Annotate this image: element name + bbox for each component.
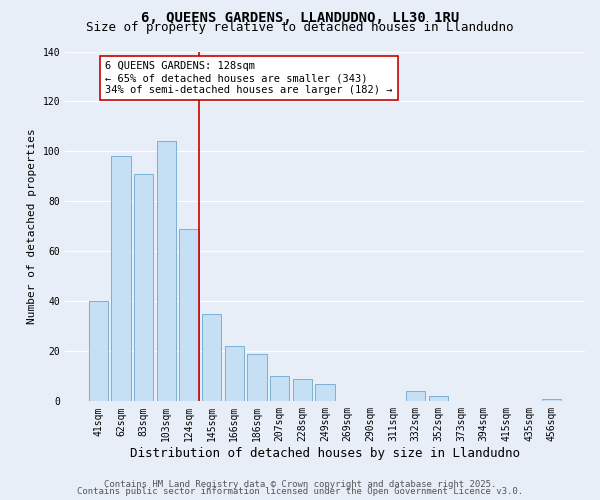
Bar — [157, 142, 176, 402]
Text: Contains HM Land Registry data © Crown copyright and database right 2025.: Contains HM Land Registry data © Crown c… — [104, 480, 496, 489]
Text: 6, QUEENS GARDENS, LLANDUDNO, LL30 1RU: 6, QUEENS GARDENS, LLANDUDNO, LL30 1RU — [141, 11, 459, 25]
Bar — [179, 229, 199, 402]
Bar — [316, 384, 335, 402]
Bar — [89, 302, 108, 402]
Bar — [270, 376, 289, 402]
Bar — [202, 314, 221, 402]
Bar — [247, 354, 266, 402]
Bar — [134, 174, 153, 402]
Text: Contains public sector information licensed under the Open Government Licence v3: Contains public sector information licen… — [77, 487, 523, 496]
Y-axis label: Number of detached properties: Number of detached properties — [27, 128, 37, 324]
Bar — [542, 399, 562, 402]
Bar — [406, 392, 425, 402]
Bar — [112, 156, 131, 402]
Bar — [293, 379, 312, 402]
Text: Size of property relative to detached houses in Llandudno: Size of property relative to detached ho… — [86, 21, 514, 34]
Bar — [225, 346, 244, 402]
Text: 6 QUEENS GARDENS: 128sqm
← 65% of detached houses are smaller (343)
34% of semi-: 6 QUEENS GARDENS: 128sqm ← 65% of detach… — [105, 62, 392, 94]
Bar — [429, 396, 448, 402]
X-axis label: Distribution of detached houses by size in Llandudno: Distribution of detached houses by size … — [130, 447, 520, 460]
